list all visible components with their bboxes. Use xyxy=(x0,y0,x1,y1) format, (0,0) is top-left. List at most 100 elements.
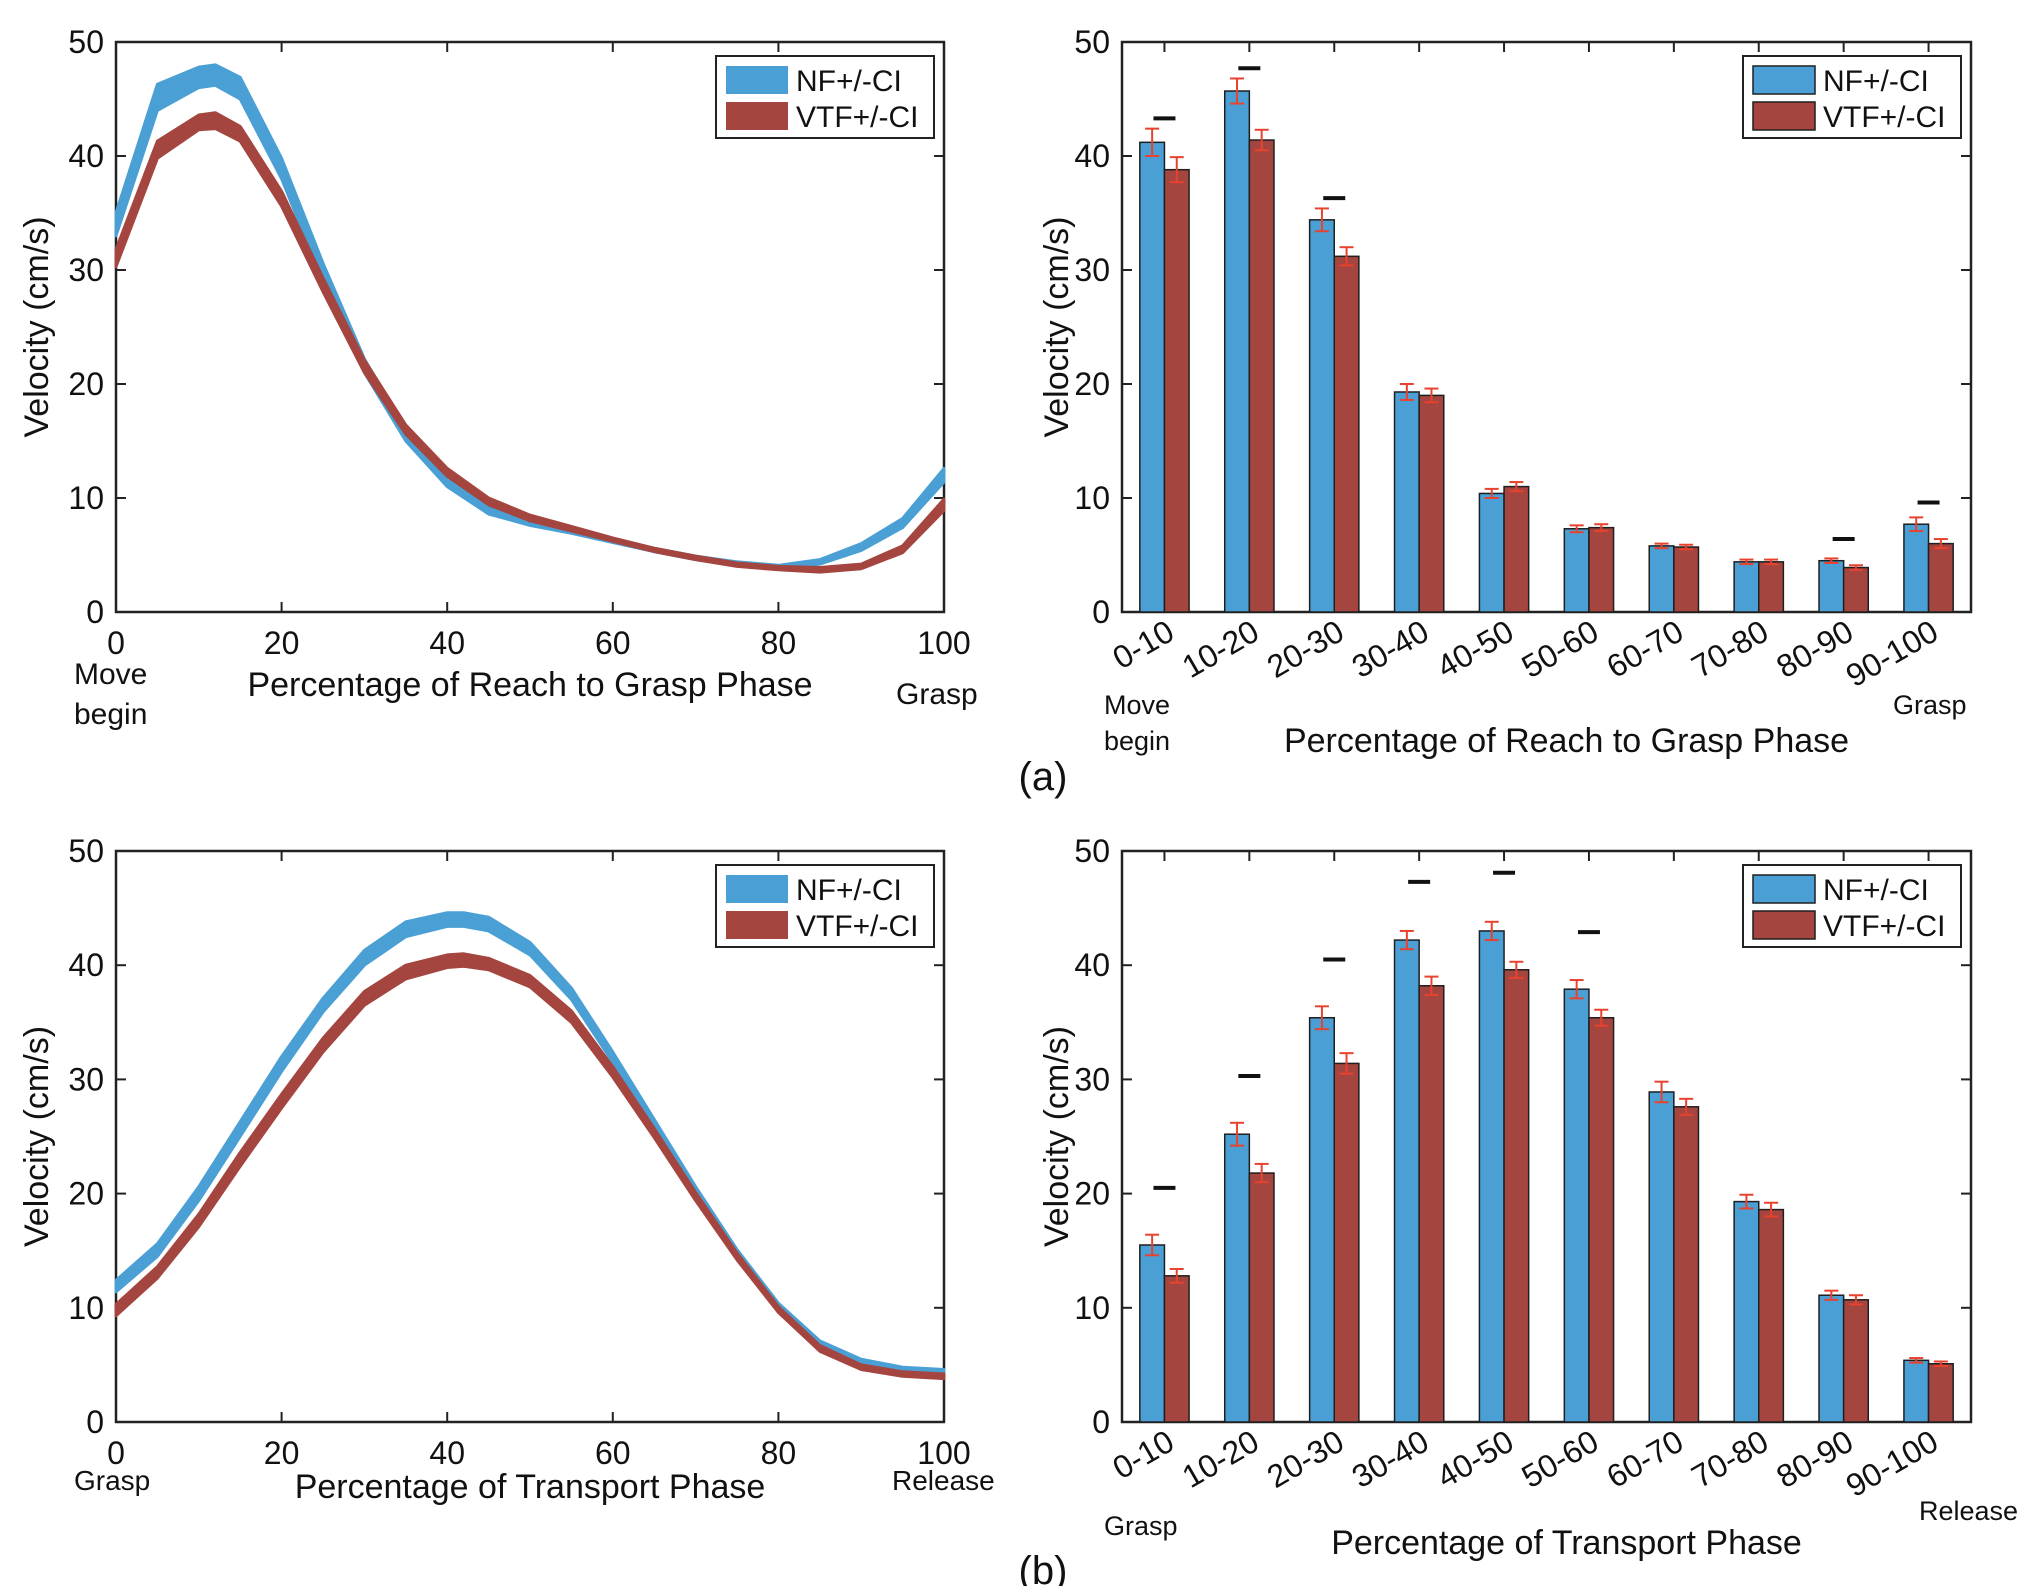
bar-vtf xyxy=(1588,526,1615,613)
y-axis-label: Velocity (cm/s) xyxy=(1038,1026,1076,1247)
y-tick-label: 50 xyxy=(1074,24,1110,60)
bar-vtf xyxy=(1927,542,1954,613)
legend-swatch-vtf xyxy=(726,102,788,130)
bar-nf xyxy=(1308,219,1336,613)
legend-label: NF+/-CI xyxy=(796,874,902,907)
x-tick-label: 0 xyxy=(107,625,125,661)
legend-swatch-nf xyxy=(1752,874,1816,904)
x-axis-label: Percentage of Reach to Grasp Phase xyxy=(247,666,812,704)
end-label: Release xyxy=(892,1465,995,1496)
end-label: Grasp xyxy=(1893,690,1967,720)
legend-label: VTF+/-CI xyxy=(1823,910,1946,943)
bar-nf xyxy=(1648,1091,1675,1423)
bar-nf xyxy=(1733,1200,1760,1423)
x-axis-label: Percentage of Transport Phase xyxy=(295,1468,766,1506)
y-tick-label: 10 xyxy=(1074,480,1110,516)
bar-vtf xyxy=(1842,1299,1870,1423)
y-tick-label: 40 xyxy=(68,138,104,174)
start-label-line2: begin xyxy=(1104,726,1170,756)
y-tick-label: 40 xyxy=(1074,138,1110,174)
y-tick-label: 20 xyxy=(68,1176,104,1212)
bar-nf xyxy=(1733,561,1760,613)
legend-swatch-nf xyxy=(1752,65,1816,95)
x-tick-label: 80 xyxy=(761,625,797,661)
bar-nf xyxy=(1139,141,1166,613)
legend-swatch-vtf xyxy=(726,911,788,939)
bar-vtf xyxy=(1248,1172,1275,1423)
transport-velocity-curve: 0 10 20 30 40 50 Velocity (cm/s) Percentage of … xyxy=(18,833,995,1506)
y-tick-label: 0 xyxy=(86,1404,104,1440)
start-label-line1: Move xyxy=(1104,690,1170,720)
panel-label-a: (a) xyxy=(1019,755,1068,799)
bar-vtf xyxy=(1673,1106,1700,1423)
x-axis-label: Percentage of Transport Phase xyxy=(1331,1524,1802,1562)
transport-velocity-bars: 0 10 20 30 40 50 Velocity (cm/s) Percentage of … xyxy=(1038,833,2018,1562)
legend-label: VTF+/-CI xyxy=(1823,101,1946,134)
bar-nf xyxy=(1393,391,1420,613)
bar-nf xyxy=(1393,939,1420,1423)
legend-swatch-vtf xyxy=(1752,910,1816,940)
axes-box xyxy=(1120,40,1973,614)
bar-vtf xyxy=(1333,1062,1360,1423)
axes-box xyxy=(114,849,946,1424)
y-tick-label: 50 xyxy=(68,24,104,60)
y-tick-label: 50 xyxy=(68,833,104,869)
x-tick-label: 20 xyxy=(264,625,300,661)
bar-vtf xyxy=(1163,168,1190,613)
bar-nf xyxy=(1223,1133,1251,1423)
y-tick-label: 50 xyxy=(1074,833,1110,869)
bar-vtf xyxy=(1163,1275,1190,1423)
legend-label: NF+/-CI xyxy=(1823,65,1929,98)
x-tick-label: 80 xyxy=(761,1435,797,1471)
y-tick-label: 10 xyxy=(68,480,104,516)
bar-nf xyxy=(1903,523,1930,613)
y-axis-label: Velocity (cm/s) xyxy=(1038,216,1076,437)
bar-vtf xyxy=(1673,546,1700,613)
bar-nf xyxy=(1818,1294,1845,1423)
y-tick-label: 20 xyxy=(68,366,104,402)
bar-vtf xyxy=(1842,566,1870,613)
bar-nf xyxy=(1903,1359,1930,1423)
bar-vtf xyxy=(1503,485,1530,613)
y-tick-label: 10 xyxy=(1074,1290,1110,1326)
bar-vtf xyxy=(1503,969,1530,1423)
x-tick-label: 40 xyxy=(429,1435,465,1471)
y-tick-label: 30 xyxy=(1074,252,1110,288)
x-tick-label: 60 xyxy=(595,1435,631,1471)
y-axis-label: Velocity (cm/s) xyxy=(18,216,56,437)
y-axis-label: Velocity (cm/s) xyxy=(18,1026,56,1247)
y-tick-label: 0 xyxy=(1092,594,1110,630)
bar-vtf xyxy=(1758,1208,1785,1423)
legend-swatch-nf xyxy=(726,875,788,903)
y-tick-label: 30 xyxy=(1074,1061,1110,1097)
legend-swatch-nf xyxy=(726,66,788,94)
bar-nf xyxy=(1308,1016,1336,1423)
bar-nf xyxy=(1478,492,1505,613)
legend-label: VTF+/-CI xyxy=(796,910,919,943)
y-tick-label: 40 xyxy=(68,947,104,983)
bar-nf xyxy=(1478,930,1505,1423)
axes-box xyxy=(1120,849,1973,1424)
bar-vtf xyxy=(1248,139,1275,613)
x-tick-label: 60 xyxy=(595,625,631,661)
axes-box xyxy=(114,40,946,614)
ci-band-vtf xyxy=(114,952,946,1381)
bar-nf xyxy=(1563,528,1590,613)
y-tick-label: 40 xyxy=(1074,947,1110,983)
legend-label: VTF+/-CI xyxy=(796,101,919,134)
bar-vtf xyxy=(1927,1363,1954,1423)
end-label: Release xyxy=(1919,1496,2018,1526)
panel-label-b: (b) xyxy=(1019,1549,1068,1586)
bar-vtf xyxy=(1588,1016,1615,1423)
bar-nf xyxy=(1648,545,1675,613)
bar-vtf xyxy=(1333,255,1360,613)
bar-vtf xyxy=(1418,394,1445,613)
y-tick-label: 0 xyxy=(1092,1404,1110,1440)
start-label: Grasp xyxy=(74,1465,150,1496)
y-tick-label: 20 xyxy=(1074,366,1110,402)
y-tick-label: 30 xyxy=(68,252,104,288)
x-tick-label: 0 xyxy=(107,1435,125,1471)
legend-swatch-vtf xyxy=(1752,101,1816,131)
legend-label: NF+/-CI xyxy=(796,65,902,98)
